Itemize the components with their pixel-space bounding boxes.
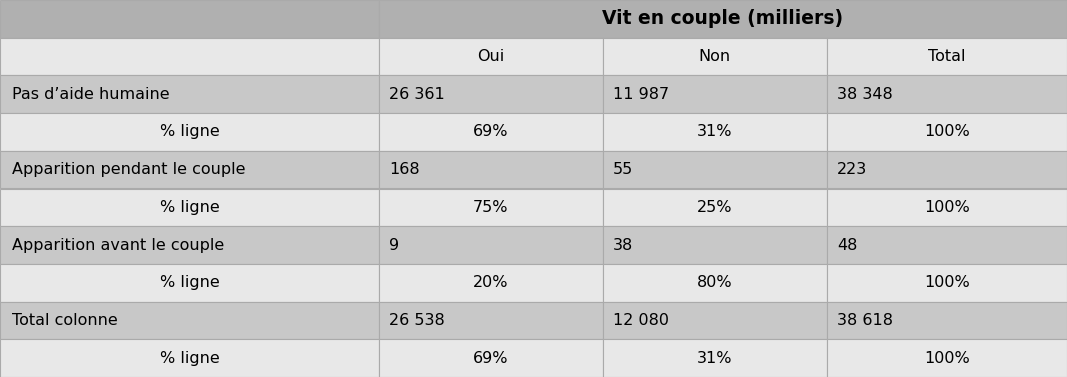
Bar: [379, 151, 603, 188]
Bar: [603, 75, 827, 113]
Text: % ligne: % ligne: [160, 275, 219, 290]
Bar: [603, 151, 827, 188]
Bar: [827, 226, 1067, 264]
Bar: [827, 264, 1067, 302]
Text: % ligne: % ligne: [160, 124, 219, 139]
Text: % ligne: % ligne: [160, 351, 219, 366]
Text: 38 618: 38 618: [837, 313, 893, 328]
Bar: [827, 302, 1067, 339]
Bar: [0, 151, 379, 188]
Text: Non: Non: [699, 49, 731, 64]
Text: 31%: 31%: [697, 351, 733, 366]
Text: 80%: 80%: [697, 275, 733, 290]
Bar: [379, 226, 603, 264]
Bar: [827, 339, 1067, 377]
Text: Oui: Oui: [477, 49, 505, 64]
Bar: [603, 339, 827, 377]
Bar: [603, 38, 827, 75]
Text: 168: 168: [388, 162, 419, 177]
Text: Total colonne: Total colonne: [12, 313, 117, 328]
Bar: [379, 0, 1067, 38]
Bar: [379, 113, 603, 151]
Bar: [827, 113, 1067, 151]
Text: 100%: 100%: [924, 275, 970, 290]
Text: 69%: 69%: [473, 351, 509, 366]
Text: 69%: 69%: [473, 124, 509, 139]
Bar: [0, 38, 379, 75]
Bar: [0, 113, 379, 151]
Text: 48: 48: [837, 238, 857, 253]
Text: 26 538: 26 538: [388, 313, 445, 328]
Text: 31%: 31%: [697, 124, 733, 139]
Text: 38: 38: [612, 238, 633, 253]
Text: 9: 9: [388, 238, 399, 253]
Text: % ligne: % ligne: [160, 200, 219, 215]
Bar: [603, 113, 827, 151]
Bar: [0, 302, 379, 339]
Text: 100%: 100%: [924, 351, 970, 366]
Text: Pas d’aide humaine: Pas d’aide humaine: [12, 87, 170, 102]
Bar: [0, 188, 379, 226]
Bar: [379, 75, 603, 113]
Bar: [603, 188, 827, 226]
Bar: [827, 188, 1067, 226]
Bar: [379, 302, 603, 339]
Text: Total: Total: [928, 49, 966, 64]
Bar: [379, 264, 603, 302]
Bar: [827, 75, 1067, 113]
Text: Apparition pendant le couple: Apparition pendant le couple: [12, 162, 245, 177]
Bar: [0, 0, 379, 38]
Bar: [0, 226, 379, 264]
Text: 100%: 100%: [924, 200, 970, 215]
Text: 55: 55: [612, 162, 633, 177]
Text: 26 361: 26 361: [388, 87, 445, 102]
Bar: [0, 264, 379, 302]
Text: 223: 223: [837, 162, 867, 177]
Text: 25%: 25%: [697, 200, 733, 215]
Bar: [379, 339, 603, 377]
Bar: [603, 264, 827, 302]
Bar: [603, 226, 827, 264]
Bar: [379, 188, 603, 226]
Bar: [827, 38, 1067, 75]
Text: 20%: 20%: [473, 275, 509, 290]
Text: 11 987: 11 987: [612, 87, 669, 102]
Text: 75%: 75%: [473, 200, 509, 215]
Bar: [0, 75, 379, 113]
Text: Apparition avant le couple: Apparition avant le couple: [12, 238, 224, 253]
Bar: [603, 302, 827, 339]
Bar: [0, 339, 379, 377]
Bar: [827, 151, 1067, 188]
Text: 38 348: 38 348: [837, 87, 893, 102]
Text: 100%: 100%: [924, 124, 970, 139]
Text: 12 080: 12 080: [612, 313, 669, 328]
Bar: [379, 38, 603, 75]
Text: Vit en couple (milliers): Vit en couple (milliers): [603, 9, 843, 28]
